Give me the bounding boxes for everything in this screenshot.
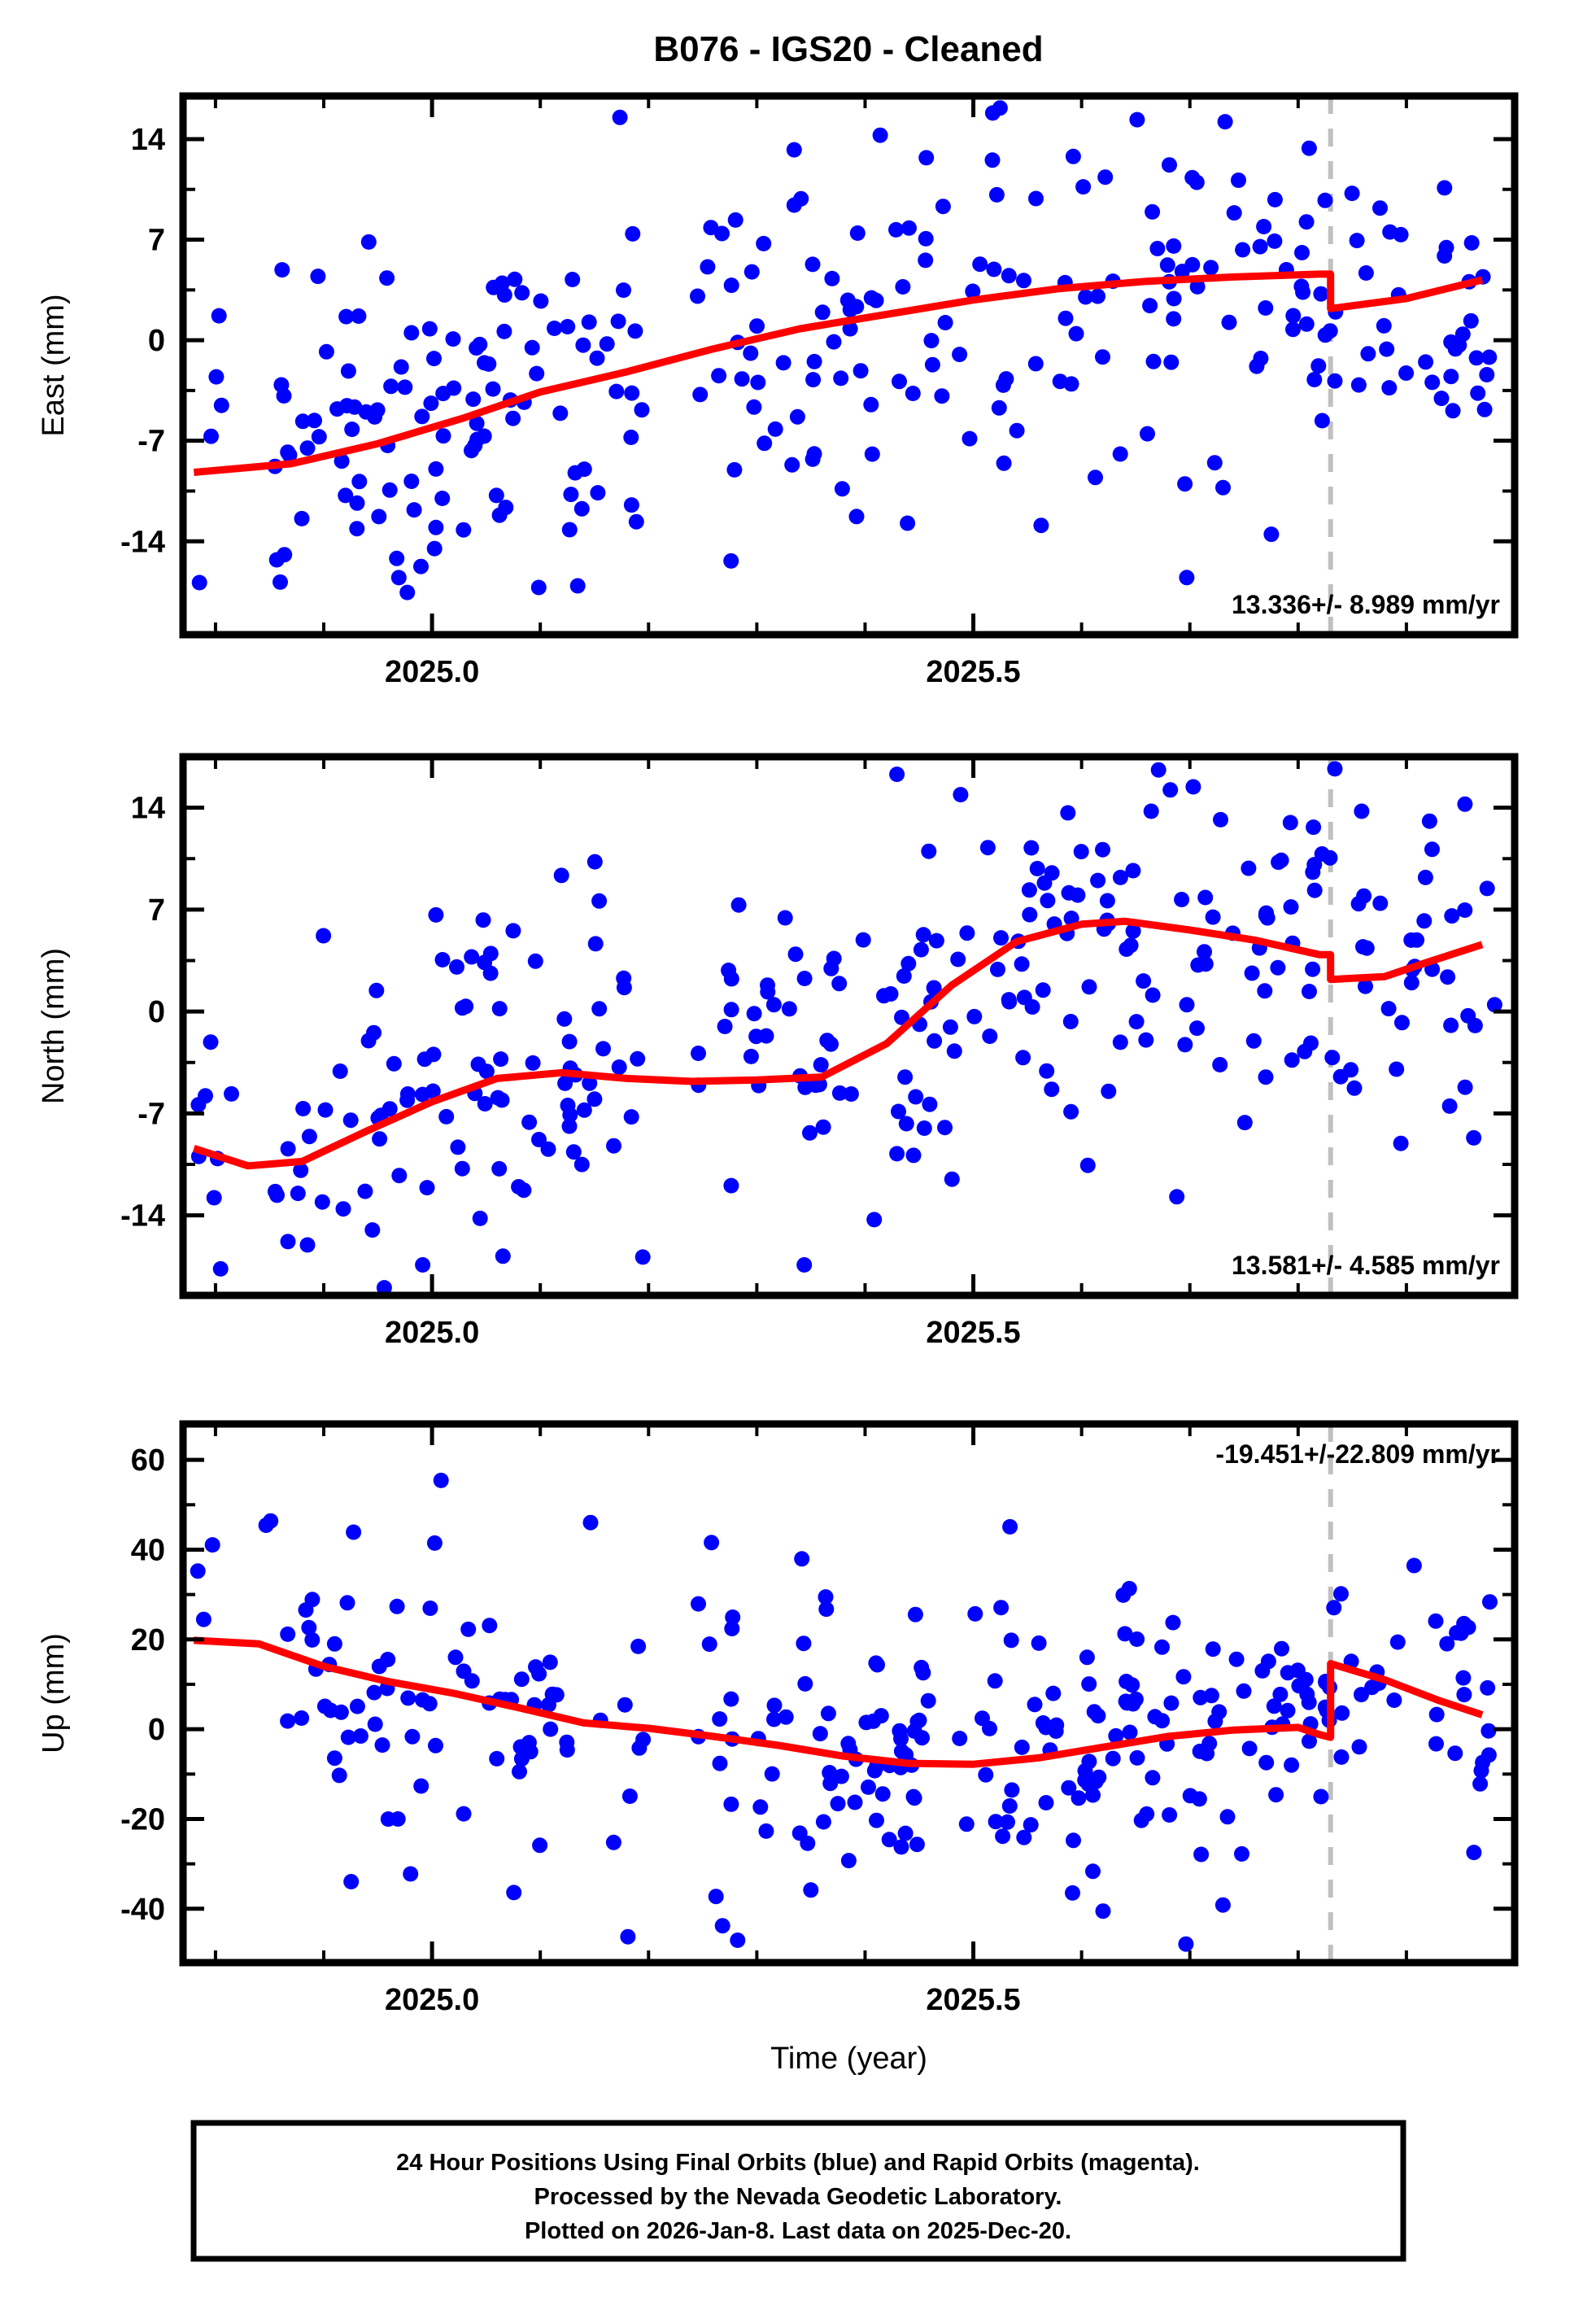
axes-frame-north [179, 753, 1519, 1299]
caption-line-2: Processed by the Nevada Geodetic Laborat… [534, 2184, 1062, 2210]
axes-frame-up [179, 1420, 1519, 1967]
y-tick-label: 0 [148, 1713, 165, 1747]
caption-frame [190, 2120, 1406, 2262]
panel-east: -14 -7 0 7 14 2025.0 2025.5 East (mm) 13.336+/- … [37, 92, 1519, 689]
y-tick-label: -40 [120, 1893, 165, 1927]
rate-annotation-up: -19.451+/-22.809 mm/yr [1215, 1439, 1500, 1469]
y-tick-label: -14 [120, 525, 165, 559]
plot-area-north [190, 757, 1502, 1295]
data-points-north [190, 761, 1502, 1295]
y-tick-label: 14 [131, 123, 165, 157]
x-tick-label: 2025.0 [385, 1983, 479, 2017]
caption-line-3: Plotted on 2026-Jan-8. Last data on 2025… [525, 2218, 1071, 2244]
x-tick-label: 2025.5 [926, 1983, 1020, 2017]
y-tick-label: 20 [131, 1623, 165, 1657]
panel-north: -14 -7 0 7 14 2025.0 2025.5 North (mm) 13.581+/-… [37, 753, 1519, 1350]
y-axis-label-up: Up (mm) [37, 1633, 71, 1754]
trend-line-up [194, 1636, 1484, 1768]
y-tick-label: -14 [120, 1199, 165, 1234]
y-tick-label: 0 [148, 995, 165, 1029]
y-tick-label: -7 [137, 425, 165, 459]
data-points-east [191, 100, 1498, 601]
y-axis-label-east: East (mm) [37, 294, 71, 436]
x-tick-label: 2025.5 [926, 1316, 1020, 1350]
page-title: B076 - IGS20 - Cleaned [653, 29, 1043, 69]
y-tick-label: 0 [148, 324, 165, 358]
plot-area-east [191, 96, 1498, 635]
panels-group: -14 -7 0 7 14 2025.0 2025.5 East (mm) 13.336+/- … [37, 92, 1519, 2076]
trend-line-east [193, 270, 1484, 476]
y-axis-label-north: North (mm) [37, 948, 71, 1104]
plot-area-up [190, 1424, 1498, 1963]
axes-frame-east [179, 92, 1519, 639]
y-tick-label: 7 [148, 224, 165, 258]
y-tick-label: -7 [137, 1097, 165, 1131]
rate-annotation-north: 13.581+/- 4.585 mm/yr [1232, 1251, 1500, 1280]
caption-box: 24 Hour Positions Using Final Orbits (bl… [190, 2120, 1406, 2262]
caption-line-1: 24 Hour Positions Using Final Orbits (bl… [396, 2150, 1200, 2176]
y-tick-label: 40 [131, 1533, 165, 1567]
x-tick-label: 2025.5 [926, 655, 1020, 689]
trend-line-north [192, 917, 1484, 1170]
x-axis-label: Time (year) [770, 2042, 927, 2076]
x-tick-label: 2025.0 [385, 1316, 479, 1350]
panel-up: -40 -20 0 20 40 60 2025.0 2025.5 Up (mm) -19.451+… [37, 1420, 1519, 2017]
rate-annotation-east: 13.336+/- 8.989 mm/yr [1232, 590, 1500, 619]
y-tick-label: 60 [131, 1443, 165, 1478]
y-tick-label: -20 [120, 1802, 165, 1837]
y-tick-label: 7 [148, 893, 165, 928]
y-tick-label: 14 [131, 792, 165, 826]
x-tick-label: 2025.0 [385, 655, 479, 689]
